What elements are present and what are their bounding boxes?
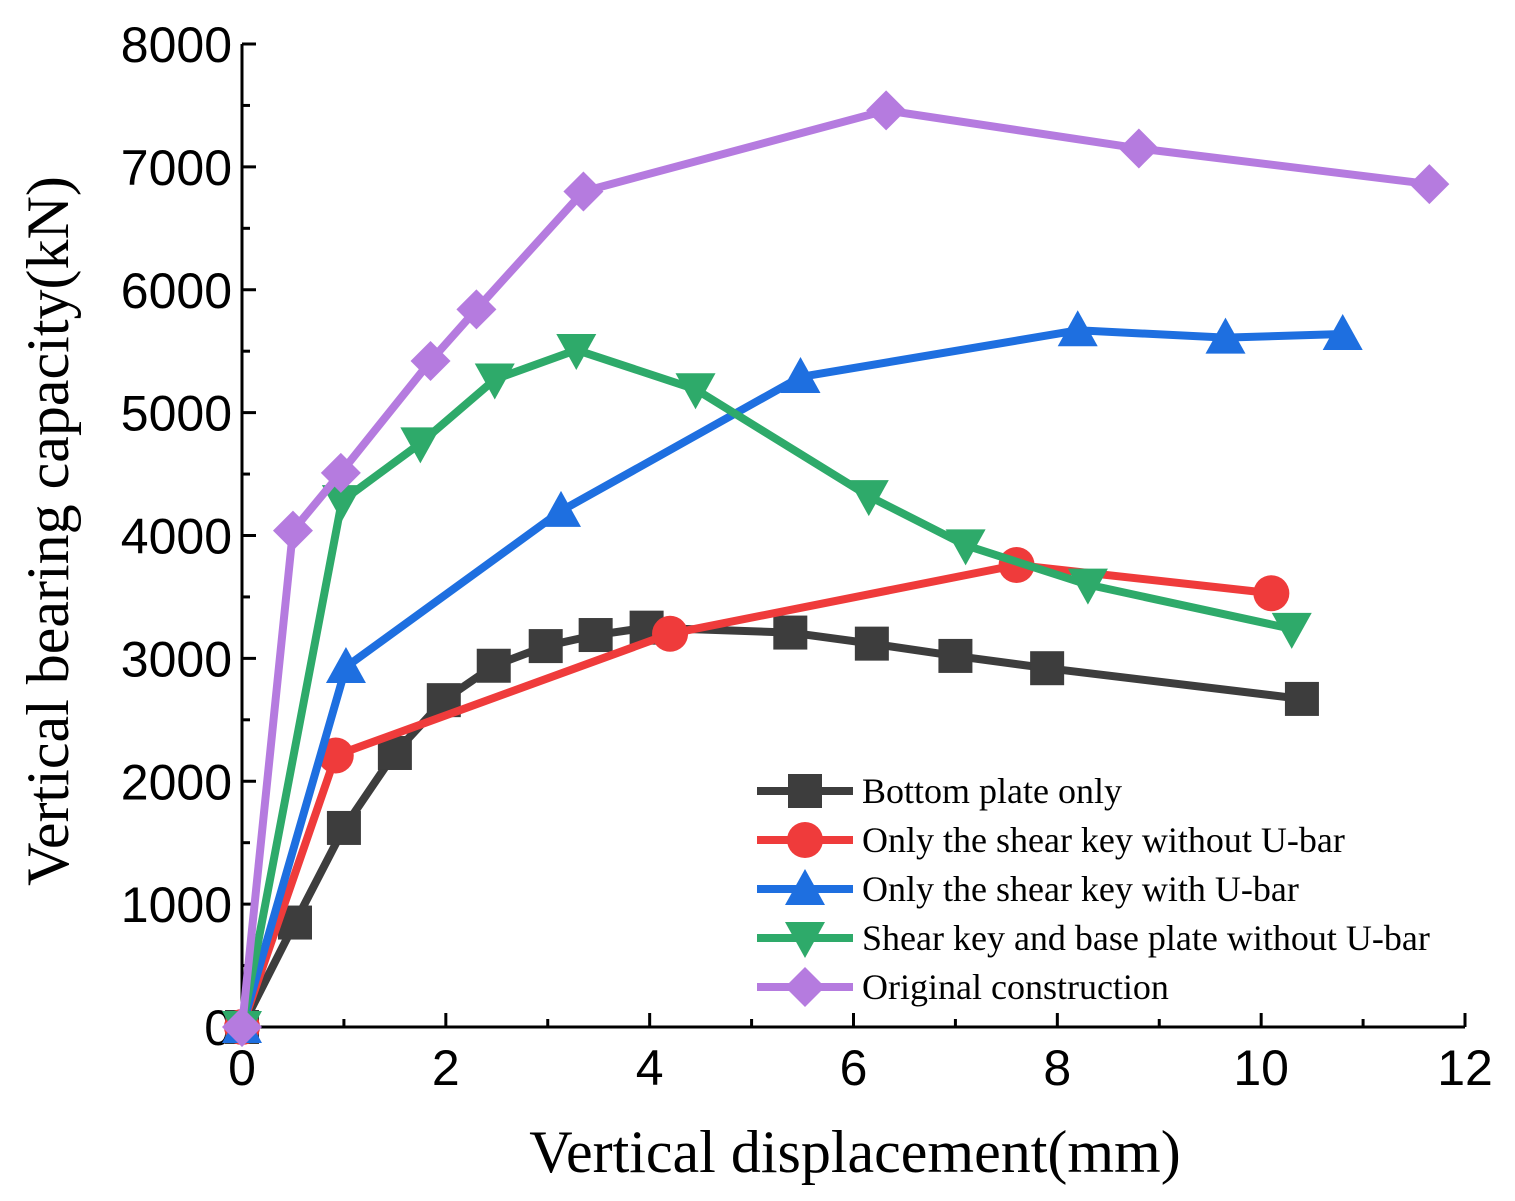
data-point — [528, 629, 563, 664]
data-point — [945, 529, 986, 566]
y-axis-title: Vertical bearing capacity(kN) — [15, 176, 81, 886]
legend-marker — [788, 774, 822, 808]
data-point — [272, 510, 313, 551]
data-point — [1118, 128, 1159, 169]
legend-marker — [785, 967, 825, 1007]
legend-label: Original construction — [862, 967, 1169, 1007]
data-point — [1253, 575, 1290, 612]
data-point — [1322, 313, 1363, 350]
data-point — [410, 341, 451, 382]
series-line — [238, 345, 1296, 1031]
legend-item-1: Bottom plate only — [757, 771, 1122, 811]
data-point — [400, 427, 441, 464]
legend: Bottom plate only Only the shear key with… — [757, 771, 1430, 1007]
data-point — [854, 626, 889, 661]
x-tick-label: 2 — [432, 1040, 460, 1096]
x-tick-label: 0 — [228, 1040, 256, 1096]
legend-item-4: Shear key and base plate without U-bar — [757, 918, 1430, 958]
y-tick-label: 5000 — [121, 386, 232, 442]
data-point — [320, 452, 361, 493]
legend-label: Only the shear key with U-bar — [862, 869, 1299, 909]
legend-label: Bottom plate only — [862, 771, 1122, 811]
y-tick-label: 1000 — [121, 877, 232, 933]
data-point — [1057, 310, 1098, 347]
data-point — [326, 810, 361, 845]
data-point — [578, 618, 613, 653]
data-point — [866, 90, 907, 131]
legend-label: Shear key and base plate without U-bar — [862, 918, 1430, 958]
legend-marker — [785, 922, 825, 958]
data-point — [456, 289, 497, 330]
legend-label: Only the shear key without U-bar — [862, 820, 1345, 860]
x-tick-label: 8 — [1043, 1040, 1071, 1096]
data-point — [780, 356, 821, 393]
data-point — [476, 648, 511, 683]
data-point — [222, 1007, 262, 1047]
series-layer — [222, 90, 1450, 1047]
data-point — [1205, 317, 1246, 354]
y-tick-label: 7000 — [121, 140, 232, 196]
y-tick-label: 8000 — [121, 17, 232, 73]
data-point — [773, 615, 808, 650]
y-tick-label: 2000 — [121, 754, 232, 810]
ticks: 0 2 4 6 8 10 120100020003000400050006000700080… — [121, 17, 1493, 1096]
legend-item-3: Only the shear key with U-bar — [757, 869, 1299, 909]
x-tick-label: 6 — [840, 1040, 868, 1096]
data-point — [1030, 651, 1065, 686]
data-point — [563, 171, 604, 212]
data-point — [652, 615, 689, 652]
data-point — [540, 490, 581, 527]
x-tick-label: 10 — [1233, 1040, 1289, 1096]
y-tick-label: 3000 — [121, 631, 232, 687]
y-tick-label: 6000 — [121, 263, 232, 319]
data-point — [1067, 568, 1108, 605]
data-point — [1409, 164, 1450, 205]
data-point — [1284, 681, 1319, 716]
y-tick-label: 4000 — [121, 509, 232, 565]
data-point — [325, 646, 366, 683]
legend-item-5: Original construction — [757, 967, 1169, 1007]
legend-marker — [787, 822, 823, 858]
legend-marker — [785, 869, 825, 905]
x-tick-label: 12 — [1437, 1040, 1493, 1096]
legend-item-2: Only the shear key without U-bar — [757, 820, 1345, 860]
x-tick-label: 4 — [636, 1040, 664, 1096]
data-point — [1271, 612, 1312, 649]
data-point — [474, 363, 515, 400]
series-5 — [222, 90, 1450, 1047]
data-point — [556, 333, 597, 370]
data-point — [938, 638, 973, 673]
data-point — [675, 373, 716, 410]
data-point — [321, 485, 362, 522]
x-axis-title: Vertical displacement(mm) — [529, 1119, 1180, 1185]
data-point — [848, 480, 889, 517]
